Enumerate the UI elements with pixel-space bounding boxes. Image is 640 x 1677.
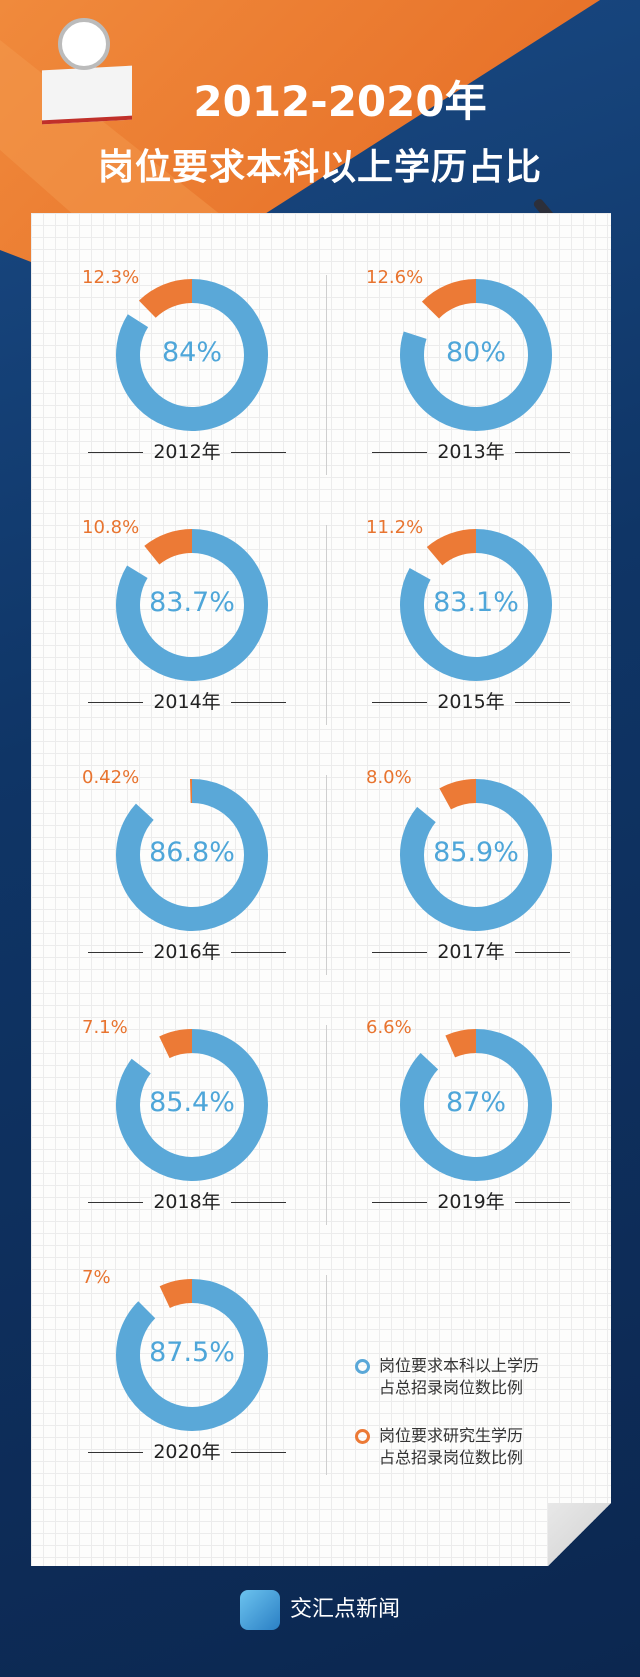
column-divider (326, 775, 327, 975)
footer-brand: 交汇点新闻 (0, 1590, 640, 1630)
legend-item-bachelor: 岗位要求本科以上学历 占总招录岗位数比例 (355, 1355, 595, 1399)
legend-label: 占总招录岗位数比例 (379, 1448, 524, 1467)
bachelor-arc (400, 279, 552, 431)
graduate-label: 7% (82, 1267, 111, 1288)
title-main: 岗位要求本科以上学历占比 (97, 147, 542, 188)
graduate-arc (144, 529, 193, 565)
bachelor-label: 80% (445, 337, 506, 368)
graduate-label: 6.6% (366, 1017, 412, 1038)
graduate-label: 10.8% (82, 517, 140, 538)
bachelor-arc (400, 529, 552, 681)
donut-chart-2019: 87% 6.6% 2019年 (326, 1015, 616, 1250)
year-label: 2018年 (42, 1187, 332, 1214)
bachelor-arc (116, 1279, 268, 1431)
brand-logo-icon (239, 1590, 280, 1630)
bachelor-arc (116, 279, 268, 431)
year-label: 2016年 (42, 937, 332, 964)
legend-label: 岗位要求研究生学历 (379, 1426, 524, 1445)
bachelor-label: 83.1% (433, 587, 519, 618)
year-label: 2013年 (326, 437, 616, 464)
column-divider (326, 525, 327, 725)
bachelor-label: 84% (161, 337, 222, 368)
graduate-arc (159, 1279, 193, 1309)
bachelor-arc (400, 1029, 552, 1181)
bachelor-label: 85.9% (433, 837, 519, 868)
year-label: 2014年 (42, 687, 332, 714)
legend-item-graduate: 岗位要求研究生学历 占总招录岗位数比例 (355, 1425, 595, 1469)
bachelor-label: 86.8% (149, 837, 235, 868)
graduate-label: 12.6% (366, 267, 424, 288)
donut-chart-2015: 83.1% 11.2% 2015年 (326, 515, 616, 750)
graduate-arc (426, 529, 477, 566)
legend-ring-orange-icon (355, 1429, 370, 1444)
donut-chart-2020: 87.5% 7% 2020年 (42, 1265, 332, 1500)
donut-chart-2013: 80% 12.6% 2013年 (326, 265, 616, 500)
column-divider (326, 275, 327, 475)
graduate-arc (439, 779, 477, 810)
bachelor-arc (116, 779, 268, 931)
stopwatch-icon (58, 18, 110, 70)
bachelor-label: 85.4% (149, 1087, 235, 1118)
bachelor-arc (400, 779, 552, 931)
title-years: 2012-2020年 (193, 77, 487, 126)
graduate-arc (159, 1029, 193, 1059)
year-label: 2020年 (42, 1437, 332, 1464)
graduate-arc (421, 279, 477, 319)
bachelor-label: 87.5% (149, 1337, 235, 1368)
bachelor-label: 83.7% (149, 587, 235, 618)
column-divider (326, 1275, 327, 1475)
bachelor-arc (116, 529, 268, 681)
donut-chart-2014: 83.7% 10.8% 2014年 (42, 515, 332, 750)
donut-chart-2016: 86.8% 0.42% 2016年 (42, 765, 332, 1000)
donut-chart-2012: 84% 12.3% 2012年 (42, 265, 332, 500)
graduate-label: 0.42% (82, 767, 140, 788)
legend-label: 占总招录岗位数比例 (379, 1378, 524, 1397)
graduate-arc (445, 1029, 477, 1058)
legend-label: 岗位要求本科以上学历 (379, 1356, 540, 1375)
column-divider (326, 1025, 327, 1225)
graduate-arc (138, 279, 193, 319)
brand-name: 交汇点新闻 (289, 1597, 400, 1622)
donut-chart-2017: 85.9% 8.0% 2017年 (326, 765, 616, 1000)
legend-ring-blue-icon (355, 1359, 370, 1374)
year-label: 2019年 (326, 1187, 616, 1214)
donut-chart-2018: 85.4% 7.1% 2018年 (42, 1015, 332, 1250)
graduate-label: 8.0% (366, 767, 412, 788)
year-label: 2017年 (326, 937, 616, 964)
graduate-label: 11.2% (366, 517, 424, 538)
year-label: 2015年 (326, 687, 616, 714)
graduate-label: 7.1% (82, 1017, 128, 1038)
graduate-label: 12.3% (82, 267, 140, 288)
bachelor-label: 87% (445, 1087, 506, 1118)
bachelor-arc (116, 1029, 268, 1181)
year-label: 2012年 (42, 437, 332, 464)
